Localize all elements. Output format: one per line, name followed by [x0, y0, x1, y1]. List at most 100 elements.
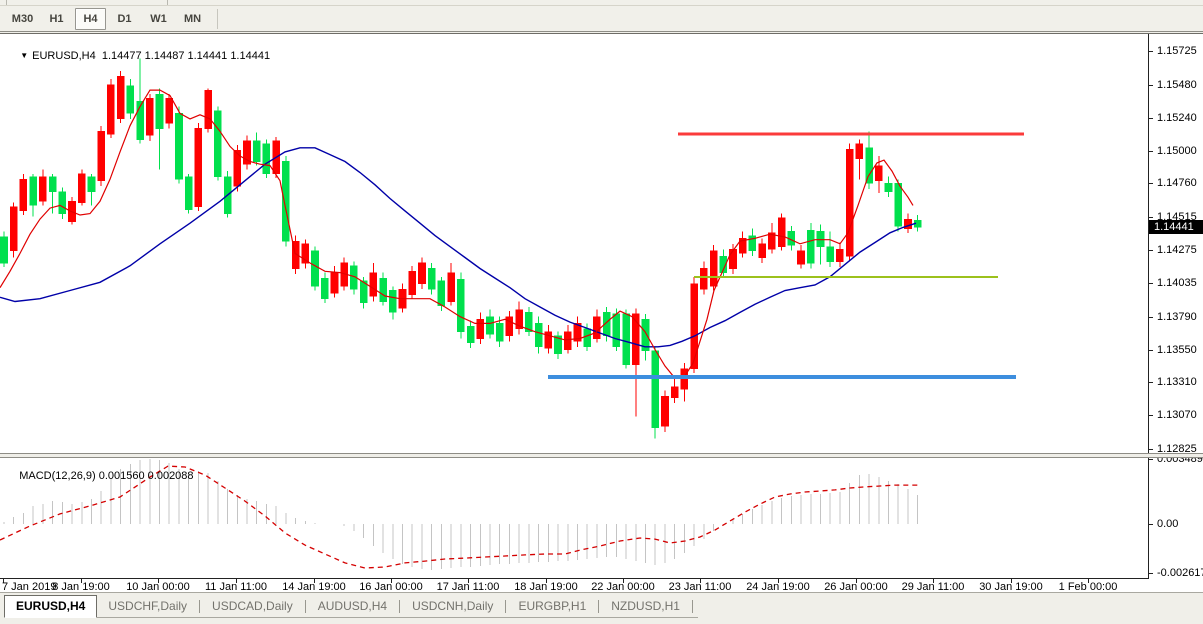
chart-window[interactable]: ▼ EURUSD,H4 1.14477 1.14487 1.14441 1.144…: [0, 33, 1203, 593]
toolbar-separator: [217, 8, 218, 29]
ohlc-values: 1.14477 1.14487 1.14441 1.14441: [101, 50, 271, 62]
time-axis-label: 17 Jan 11:00: [436, 581, 500, 593]
candle: [768, 232, 776, 250]
candle: [408, 270, 417, 295]
macd-name: MACD(12,26,9): [19, 470, 96, 482]
candle: [97, 130, 105, 181]
time-axis-tick: [700, 579, 701, 583]
time-axis-label: 18 Jan 19:00: [514, 581, 578, 593]
candle: [777, 217, 786, 247]
time-axis-label: 7 Jan 2019: [2, 581, 57, 593]
tab-usdchf-daily[interactable]: USDCHF,Daily: [108, 598, 188, 613]
candle: [874, 165, 883, 181]
tab-separator: [304, 599, 306, 613]
timeframe-toolbar: M30 H1 H4 D1 W1 MN: [0, 6, 1203, 32]
candle: [427, 268, 436, 290]
candle: [165, 98, 174, 124]
candle: [544, 331, 553, 349]
tf-button-h4[interactable]: H4: [75, 7, 106, 30]
candle: [58, 191, 67, 214]
price-axis-label: 1.12825: [1157, 443, 1197, 455]
time-axis-tick: [856, 579, 857, 583]
horizontal-lines-layer[interactable]: [548, 132, 1024, 379]
candle: [700, 268, 708, 290]
candle: [515, 309, 523, 330]
candle: [87, 176, 96, 192]
candle: [311, 250, 319, 287]
tf-button-m30[interactable]: M30: [11, 12, 34, 25]
tab-eurusd-h4[interactable]: EURUSD,H4: [4, 595, 98, 618]
chart-tabs: EURUSD,H4 USDCHF,Daily USDCAD,Daily AUDUSD,…: [4, 595, 698, 618]
tab-nzdusd-h1[interactable]: NZDUSD,H1: [611, 598, 680, 613]
candle: [291, 240, 300, 269]
tf-button-h1[interactable]: H1: [49, 12, 64, 25]
candle: [904, 218, 912, 230]
time-axis-tick: [623, 579, 624, 583]
macd-indicator-pane[interactable]: [0, 456, 1148, 578]
time-axis-tick: [3, 579, 4, 583]
candle: [797, 250, 805, 265]
candle: [631, 313, 640, 365]
price-axis-tick: [1149, 51, 1153, 52]
candle: [884, 183, 893, 192]
candle: [184, 176, 193, 210]
pane-splitter[interactable]: [0, 453, 1203, 458]
price-axis[interactable]: 1.15725 1.15480 1.15240 1.15000 1.14760 1.145…: [1148, 34, 1203, 579]
tf-button-mn[interactable]: MN: [183, 12, 202, 25]
candle: [19, 179, 28, 212]
time-axis-label: 1 Feb 00:00: [1058, 581, 1118, 593]
candle: [855, 143, 864, 160]
time-axis[interactable]: 7 Jan 2019 8 Jan 19:00 10 Jan 00:00 11 Jan …: [0, 578, 1203, 593]
price-axis-tick: [1149, 217, 1153, 219]
candle: [77, 173, 86, 203]
time-axis-label: 29 Jan 11:00: [901, 581, 965, 593]
candle: [0, 236, 8, 264]
time-axis-label: 11 Jan 11:00: [205, 581, 267, 593]
candle: [690, 283, 698, 370]
tab-usdcnh-daily[interactable]: USDCNH,Daily: [412, 598, 494, 613]
candle: [252, 140, 261, 162]
candle: [116, 76, 125, 120]
tab-usdcad-daily[interactable]: USDCAD,Daily: [212, 598, 293, 613]
tf-button-d1[interactable]: D1: [117, 12, 132, 25]
candle: [836, 249, 844, 262]
candle: [437, 280, 446, 306]
candle: [583, 328, 592, 348]
macd-axis-tick: [1149, 459, 1153, 460]
tab-separator: [399, 599, 401, 613]
tab-audusd-h4[interactable]: AUDUSD,H4: [317, 598, 388, 613]
macd-values: 0.001560 0.002088: [98, 470, 194, 482]
price-axis-tick: [1149, 449, 1153, 450]
tab-eurgbp-h1[interactable]: EURGBP,H1: [518, 598, 587, 613]
candle: [758, 243, 766, 258]
symbol-name: EURUSD,H4: [32, 50, 96, 62]
time-axis-tick: [158, 579, 159, 583]
candle: [719, 255, 728, 273]
time-axis-tick: [314, 579, 315, 583]
main-price-chart[interactable]: [0, 34, 1148, 453]
time-axis-label: 16 Jan 00:00: [359, 581, 423, 593]
candle: [622, 313, 630, 365]
price-axis-label: 1.13790: [1157, 310, 1197, 323]
candle: [748, 235, 757, 251]
price-axis-tick: [1149, 349, 1153, 351]
candle: [505, 316, 514, 337]
price-axis-label: 1.13310: [1157, 376, 1197, 389]
price-axis-label: 1.14035: [1157, 276, 1197, 289]
time-axis-line: [0, 578, 1149, 579]
candle: [214, 110, 222, 177]
price-axis-label: 1.15725: [1157, 45, 1197, 57]
tf-button-w1[interactable]: W1: [150, 12, 167, 25]
candle: [330, 272, 339, 294]
candle: [175, 113, 183, 180]
macd-axis-tick: [1149, 572, 1153, 574]
candle: [146, 98, 154, 136]
candle: [534, 323, 543, 348]
time-axis-label: 26 Jan 00:00: [824, 581, 888, 593]
price-axis-tick: [1149, 250, 1153, 251]
symbol-dropdown-icon[interactable]: ▼: [20, 51, 29, 60]
price-axis-tick: [1149, 150, 1153, 152]
candle: [447, 272, 455, 302]
candle: [554, 335, 562, 354]
price-axis-label: 1.14760: [1157, 177, 1197, 190]
